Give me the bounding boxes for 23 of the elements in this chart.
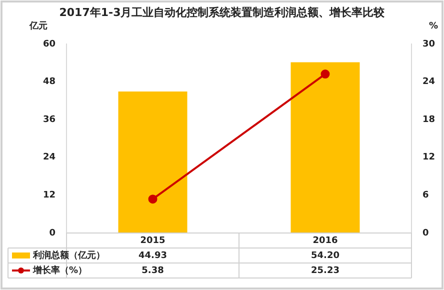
- legend-label: 利润总额（亿元）: [32, 250, 105, 261]
- data-label: 44.93: [138, 250, 167, 261]
- y2-tick-label: 30: [422, 39, 436, 50]
- x-tick-label: 2015: [140, 236, 166, 246]
- legend-label: 增长率（%）: [32, 264, 88, 276]
- y-tick-label: 24: [42, 152, 56, 163]
- y-tick-label: 60: [42, 39, 56, 50]
- y-tick-label: 36: [42, 114, 56, 125]
- y2-tick-label: 12: [422, 152, 436, 163]
- y2-tick-label: 18: [422, 114, 436, 125]
- y2-tick-label: 24: [422, 77, 436, 88]
- y-tick-label: 0: [49, 228, 56, 238]
- data-label: 25.23: [311, 266, 340, 276]
- y-axis-title: 亿元: [28, 20, 48, 32]
- y2-tick-label: 6: [422, 190, 429, 201]
- y-tick-label: 12: [42, 190, 56, 201]
- x-tick-label: 2016: [312, 236, 338, 246]
- y-tick-label: 48: [42, 77, 56, 88]
- data-label: 54.20: [311, 250, 340, 261]
- y2-axis-title: %: [428, 21, 438, 32]
- chart-title: 2017年1-3月工业自动化控制系统装置制造利润总额、增长率比较: [59, 6, 386, 19]
- y2-tick-label: 0: [422, 228, 429, 238]
- data-label: 5.38: [142, 266, 164, 276]
